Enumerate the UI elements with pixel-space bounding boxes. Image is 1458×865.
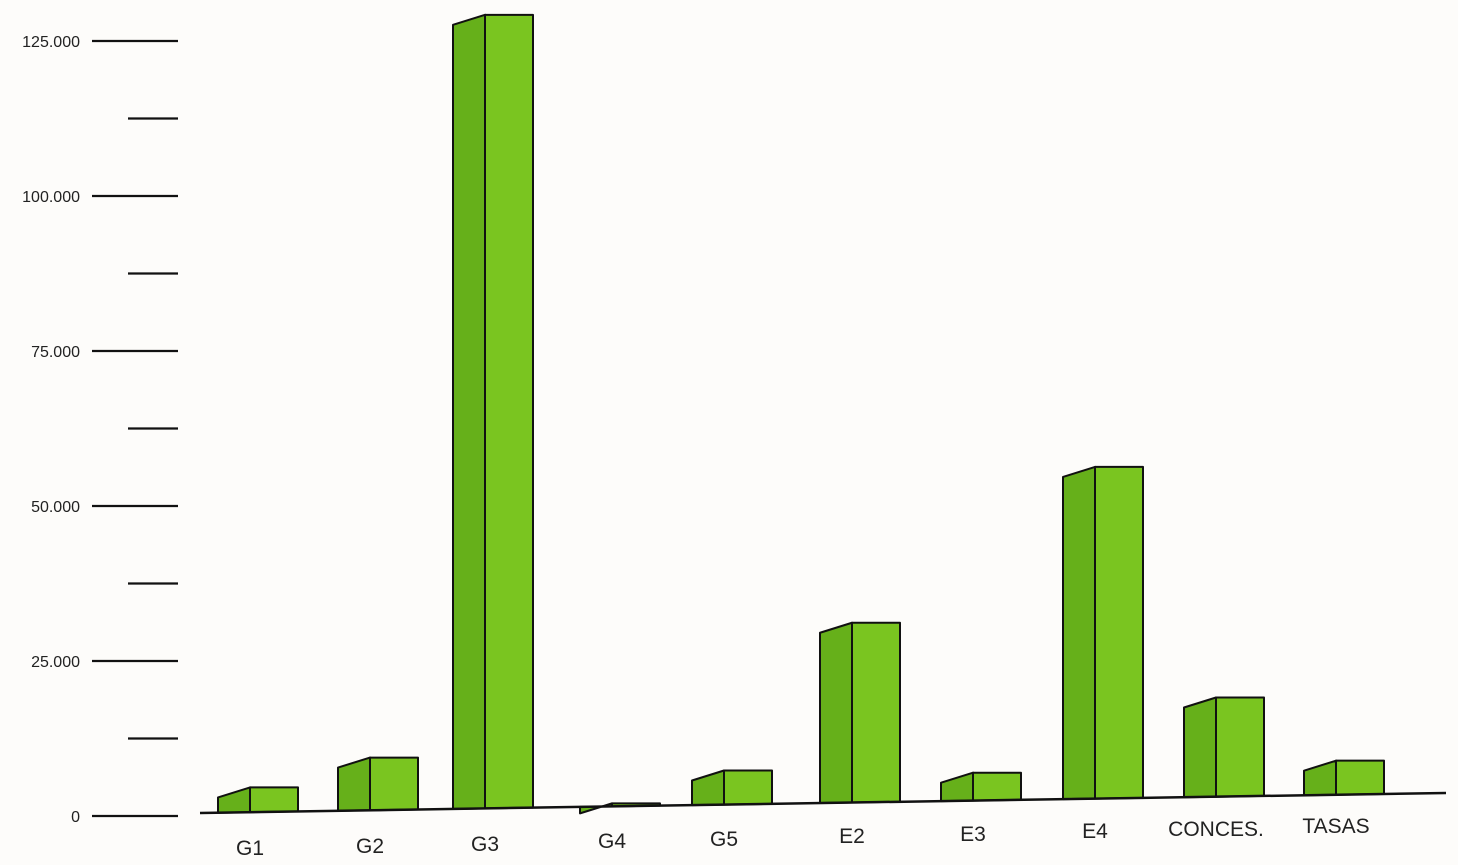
y-tick-label: 50.000 [31, 499, 80, 516]
y-tick-label: 100.000 [22, 189, 80, 206]
bar-side-face [579, 802, 613, 815]
x-category-label: E2 [839, 825, 865, 848]
bar-front-face [1215, 696, 1265, 798]
bar-side-face [1303, 759, 1337, 797]
bar-side-face [1183, 696, 1217, 799]
bar-front-face [484, 13, 534, 810]
bar-front-face [723, 769, 773, 806]
x-axis-baseline [199, 791, 1447, 815]
bar-front-face [249, 786, 299, 814]
y-tick-label: 25.000 [31, 654, 80, 671]
bar-g1 [217, 786, 299, 814]
bar-e2 [819, 621, 901, 805]
y-tick-label: 0 [71, 809, 80, 826]
bars-group [217, 13, 1385, 815]
x-category-label: G4 [598, 830, 626, 853]
bar-side-face [691, 769, 725, 807]
bar-side-face [819, 621, 853, 805]
bar-g3 [452, 13, 534, 810]
y-tick-label: 125.000 [22, 34, 80, 51]
bar-e3 [940, 771, 1022, 803]
x-category-label: E4 [1082, 820, 1108, 843]
x-axis-labels: G1 G2 G3 G4 G5 E2 E3 E4 CONCES. TASAS [236, 815, 1370, 860]
x-category-label: G3 [471, 833, 499, 856]
bar-e4 [1062, 465, 1144, 801]
bar-side-face [940, 771, 974, 803]
bar-front-face [1094, 465, 1144, 800]
bar-conces [1183, 696, 1265, 799]
bar-g5 [691, 769, 773, 807]
bar-front-face [972, 771, 1022, 802]
x-category-label: G1 [236, 837, 264, 860]
x-category-label: G5 [710, 828, 738, 851]
bar-front-face [369, 756, 419, 812]
bar-side-face [337, 756, 371, 812]
bar-front-face [851, 621, 901, 804]
bar-front-face [1335, 759, 1385, 796]
bar-side-face [217, 786, 251, 814]
y-tick-label: 75.000 [31, 344, 80, 361]
bar-g2 [337, 756, 419, 812]
bar-tasas [1303, 759, 1385, 797]
x-category-label: TASAS [1302, 815, 1369, 838]
x-category-label: E3 [960, 823, 986, 846]
bar-side-face [452, 13, 486, 810]
y-axis: 0 25.000 50.000 75.000 100.000 125.000 [22, 34, 178, 826]
x-category-label: CONCES. [1168, 818, 1264, 841]
x-category-label: G2 [356, 835, 384, 858]
bar-side-face [1062, 465, 1096, 801]
